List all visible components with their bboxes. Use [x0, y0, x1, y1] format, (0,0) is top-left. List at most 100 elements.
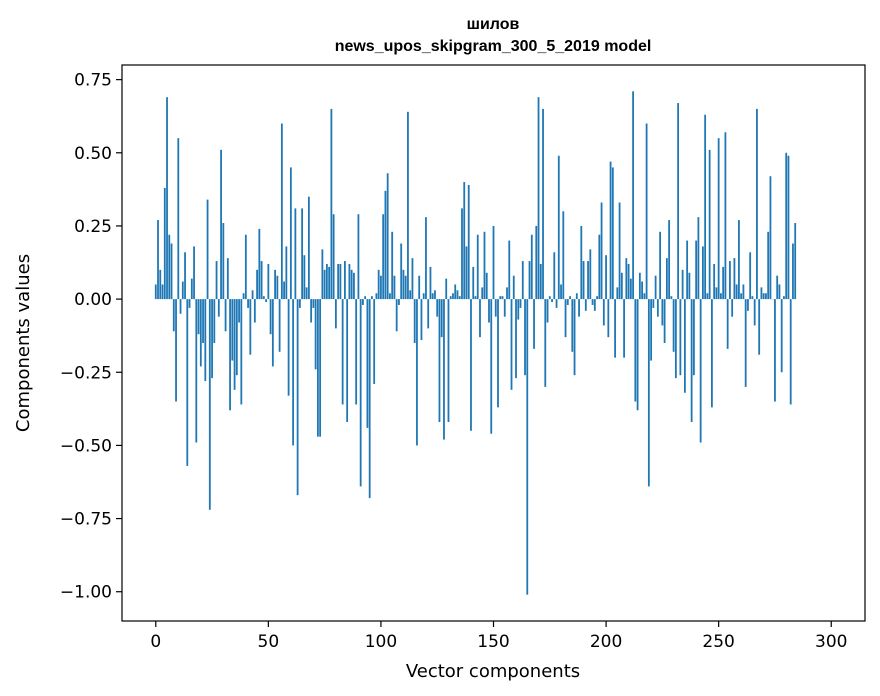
bar-180 — [560, 284, 562, 300]
bar-265 — [751, 296, 754, 300]
bar-262 — [744, 299, 747, 387]
bar-125 — [436, 299, 439, 317]
bar-104 — [389, 293, 391, 300]
bar-138 — [465, 246, 468, 300]
y-axis-ticks: 0.75 0.50 0.25 0.00 −0.25 −0.50 −0.75 −1.00 — [60, 71, 122, 603]
y-tick-label: 0.25 — [74, 217, 112, 237]
bar-6 — [168, 234, 171, 300]
bar-271 — [765, 293, 767, 300]
bar-198 — [600, 202, 603, 300]
bar-32 — [226, 258, 229, 300]
bar-45 — [256, 269, 258, 300]
bar-242 — [699, 299, 702, 443]
bar-211 — [629, 278, 632, 300]
bar-163 — [521, 261, 524, 300]
bar-58 — [285, 246, 288, 300]
bar-196 — [596, 296, 598, 300]
bar-77 — [328, 266, 331, 300]
bar-23 — [206, 199, 209, 300]
bar-214 — [636, 299, 639, 411]
bar-143 — [476, 234, 479, 300]
bar-182 — [564, 299, 567, 338]
bar-88 — [353, 272, 355, 300]
bar-112 — [407, 111, 409, 300]
bar-54 — [276, 275, 279, 300]
bar-34 — [231, 299, 234, 361]
bar-155 — [503, 299, 506, 317]
bar-72 — [316, 299, 319, 437]
bar-7 — [170, 243, 173, 300]
bar-240 — [695, 240, 698, 300]
bar-5 — [166, 97, 168, 300]
bar-156 — [506, 287, 508, 300]
x-tick-label: 50 — [258, 632, 280, 652]
bar-36 — [235, 299, 238, 376]
bar-264 — [749, 252, 752, 300]
bar-195 — [593, 299, 596, 311]
bar-71 — [314, 299, 317, 370]
bar-145 — [481, 287, 484, 300]
bar-80 — [334, 299, 337, 329]
bar-86 — [348, 263, 351, 300]
bar-252 — [722, 266, 725, 300]
bar-219 — [647, 299, 650, 487]
bar-259 — [738, 220, 740, 300]
chart-title-line-1: шилов — [467, 16, 520, 33]
bar-66 — [303, 255, 306, 300]
bar-50 — [267, 263, 270, 300]
bar-277 — [778, 284, 781, 300]
bar-43 — [251, 290, 254, 300]
bar-209 — [625, 258, 628, 300]
bar-131 — [449, 296, 452, 300]
bar-1 — [157, 220, 159, 300]
bar-223 — [656, 299, 659, 317]
bar-24 — [208, 299, 211, 510]
bar-9 — [175, 299, 177, 402]
bar-25 — [211, 299, 213, 379]
x-tick-label: 200 — [590, 632, 622, 652]
bar-10 — [177, 138, 180, 300]
bar-161 — [517, 299, 520, 320]
y-tick-label: −0.25 — [60, 363, 112, 383]
bar-16 — [190, 278, 193, 300]
bar-176 — [551, 299, 553, 303]
bar-146 — [483, 231, 486, 300]
x-axis-label: Vector components — [406, 661, 580, 682]
bar-169 — [535, 225, 538, 300]
bar-221 — [652, 299, 655, 308]
bar-280 — [785, 152, 788, 300]
bar-42 — [249, 299, 252, 355]
bar-75 — [323, 269, 326, 300]
bar-57 — [283, 281, 286, 300]
bar-65 — [301, 208, 304, 300]
bar-185 — [571, 299, 574, 352]
bar-181 — [562, 211, 565, 300]
bar-160 — [515, 299, 517, 379]
bar-153 — [499, 296, 502, 300]
bar-123 — [431, 293, 434, 300]
bar-276 — [776, 275, 779, 300]
bar-12 — [181, 281, 184, 300]
bar-192 — [587, 261, 589, 300]
bar-194 — [591, 299, 594, 305]
bar-268 — [758, 299, 761, 355]
bar-108 — [398, 299, 400, 305]
bar-48 — [262, 296, 265, 300]
bar-11 — [179, 299, 182, 314]
bar-190 — [582, 261, 585, 300]
bar-178 — [555, 299, 558, 308]
bar-172 — [542, 108, 544, 300]
bar-278 — [780, 299, 783, 373]
y-axis-label: Components values — [13, 254, 34, 432]
x-axis-ticks: 0 50 100 150 200 250 300 — [150, 621, 847, 652]
bar-279 — [783, 296, 785, 300]
bar-256 — [731, 299, 734, 317]
bar-234 — [681, 269, 684, 300]
chart-title-group: шилов news_upos_skipgram_300_5_2019 mode… — [335, 16, 652, 55]
bar-217 — [643, 293, 646, 300]
bar-251 — [720, 293, 722, 300]
bar-202 — [609, 161, 612, 300]
y-tick-label: 0.00 — [74, 290, 112, 310]
bar-47 — [260, 261, 263, 300]
bar-236 — [686, 240, 689, 300]
